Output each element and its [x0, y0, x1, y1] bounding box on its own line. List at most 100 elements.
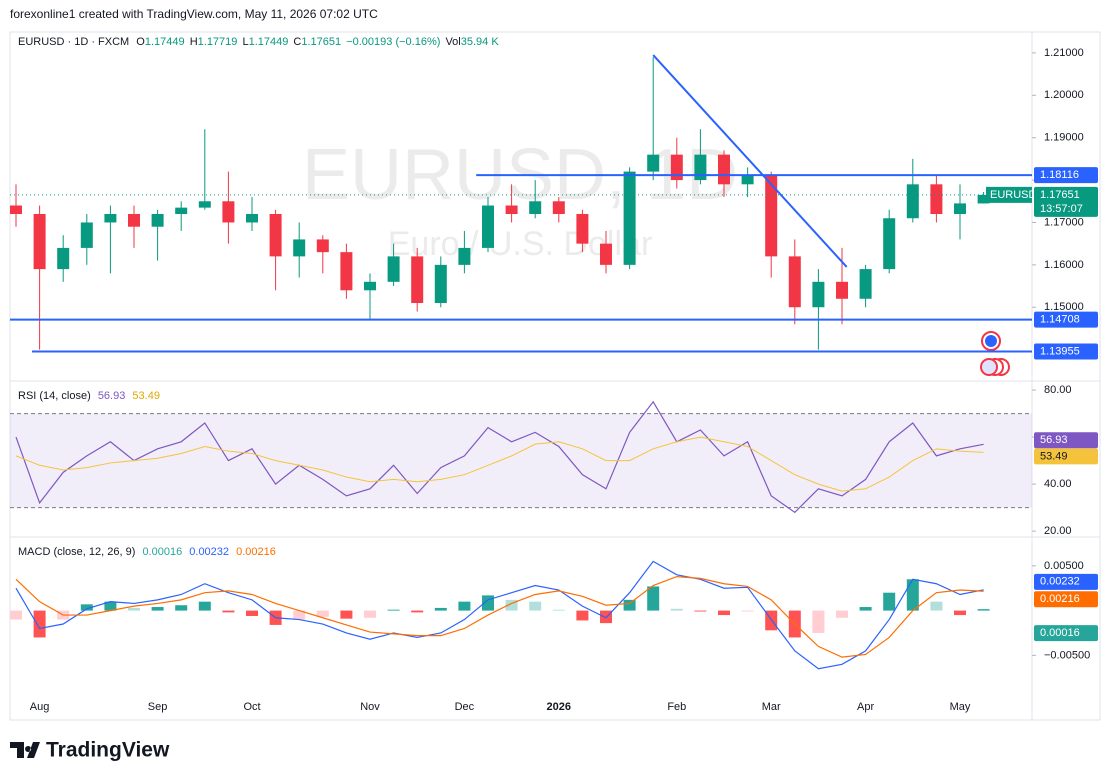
y-tick-label: 0.00500 [1044, 560, 1084, 572]
histogram-bar [505, 599, 518, 611]
price-tag-bg [986, 186, 1032, 203]
candle-body [954, 203, 966, 214]
candle-body [741, 175, 754, 185]
y-tick-label: 1.19000 [1044, 132, 1084, 144]
y-tick-label: 20.00 [1044, 525, 1072, 537]
candle-body [977, 194, 990, 204]
candle-body [647, 154, 660, 172]
histogram-bar [883, 592, 896, 611]
candle-body [57, 247, 70, 270]
histogram-bar [340, 610, 353, 619]
rsi-ma-line [15, 436, 984, 492]
h-label: H [190, 36, 198, 48]
macd-value: 0.00232 [189, 546, 229, 558]
attribution: forexonline1 created with TradingView.co… [10, 7, 378, 21]
x-tick-label: Mar [762, 701, 781, 713]
level-label-bg [1034, 167, 1098, 184]
histogram-bar [222, 610, 235, 613]
last-price-bg [1034, 186, 1098, 217]
level-label: 1.13955 [1040, 345, 1080, 357]
macd-legend: MACD (close, 12, 26, 9) 0.00016 0.00232 … [18, 546, 276, 558]
countdown: 13:57:07 [1040, 203, 1083, 215]
y-tick-label: 1.16000 [1044, 259, 1084, 271]
candle-body [364, 281, 376, 291]
x-tick-label: Sep [148, 701, 168, 713]
histogram-bar [80, 604, 93, 611]
histogram-bar [293, 610, 306, 620]
histogram-value: 0.00016 [142, 546, 182, 558]
x-tick-label: Aug [30, 701, 50, 713]
volume: 35.94 K [461, 36, 500, 48]
histogram-bar [859, 607, 872, 611]
y-tick-label: −0.00500 [1044, 649, 1090, 661]
signal-value: 0.00216 [236, 546, 276, 558]
histogram-bar [930, 601, 943, 611]
y-tick-label: 1.17000 [1044, 216, 1084, 228]
candle-body [623, 171, 636, 265]
candle-body [33, 213, 46, 270]
candle-body [411, 256, 424, 304]
candle-body [434, 264, 447, 304]
macd-tag-bg [1034, 573, 1098, 590]
rsi-ma-tag-bg [1034, 448, 1098, 465]
last-price: 1.17651 [1040, 189, 1080, 201]
histogram-bar [128, 607, 140, 611]
x-tick-label: 2026 [547, 701, 571, 713]
candle-body [600, 243, 612, 265]
x-tick-label: Feb [667, 701, 686, 713]
candle-body [670, 154, 683, 181]
rsi-tag-bg [1034, 432, 1098, 449]
candle-body [482, 205, 494, 248]
x-tick-label: Apr [857, 701, 874, 713]
trendline [652, 54, 848, 268]
histogram-bar [246, 610, 258, 616]
rsi-band [10, 413, 1032, 508]
histogram-bar [836, 610, 848, 618]
open-value: 1.17449 [145, 36, 185, 48]
rsi-title: RSI (14, close) [18, 390, 91, 402]
histogram-bar [741, 610, 754, 612]
candle-body [529, 201, 542, 214]
candle-body [505, 205, 518, 214]
rsi-ma-tag: 53.49 [1040, 450, 1068, 462]
candle-body [246, 213, 258, 223]
x-tick-label: Oct [243, 701, 260, 713]
histogram-bar [387, 609, 400, 611]
o-label: O [136, 36, 145, 48]
frame [9, 31, 1101, 721]
flag-icons [980, 331, 1010, 376]
x-tick-label: May [950, 701, 971, 713]
candle-body [340, 252, 353, 291]
candle-body [836, 281, 848, 299]
histogram-bar [647, 586, 660, 611]
symbol: EURUSD · 1D · FXCM [18, 36, 129, 48]
candle-body [293, 239, 306, 257]
c-label: C [293, 36, 301, 48]
y-tick-label: 80.00 [1044, 384, 1072, 396]
y-tick-label: 1.15000 [1044, 301, 1084, 313]
histogram-bar [718, 610, 730, 616]
legend: EURUSD · 1D · FXCM O1.17449 H1.17719 L1.… [18, 36, 499, 48]
histogram-bar [10, 610, 22, 620]
histogram-bar [175, 605, 188, 611]
event-icon [980, 358, 998, 376]
event-icon [985, 335, 997, 347]
candle-body [104, 213, 117, 223]
histogram-bar [434, 607, 447, 611]
candle-body [175, 207, 188, 214]
candle-body [906, 184, 919, 219]
signal-line [15, 575, 984, 658]
signal-tag: 0.00216 [1040, 593, 1080, 605]
price-tag: EURUSD [990, 189, 1037, 201]
macd-line [15, 560, 984, 670]
histogram-tag-bg [1034, 625, 1098, 642]
level-label-bg [1034, 343, 1098, 360]
l-label: L [242, 36, 248, 48]
high-value: 1.17719 [198, 36, 238, 48]
level-label: 1.18116 [1040, 169, 1079, 181]
histogram-bar [33, 610, 46, 638]
histogram-bar [954, 610, 966, 616]
candle-body [859, 269, 872, 299]
x-tick-label: Dec [455, 701, 475, 713]
y-tick-label: 1.20000 [1044, 89, 1084, 101]
